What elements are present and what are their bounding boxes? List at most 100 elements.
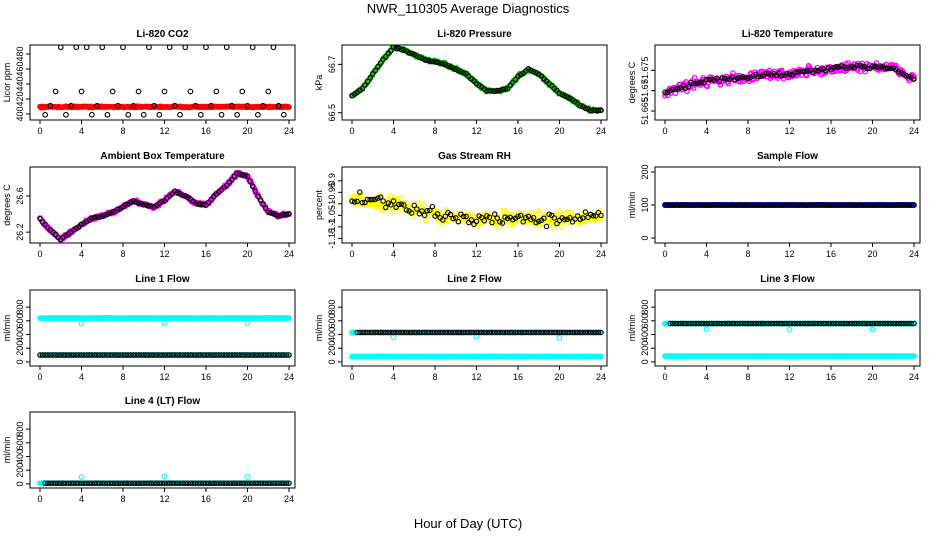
data-point (94, 480, 100, 486)
data-point (395, 45, 402, 51)
data-point (229, 352, 235, 358)
data-points (662, 320, 917, 360)
data-point (872, 63, 878, 70)
data-point (528, 329, 534, 336)
data-point (151, 480, 157, 486)
y-tick-label: 200 (15, 341, 25, 356)
data-point (195, 480, 201, 486)
data-point (174, 189, 181, 196)
data-point (838, 320, 845, 327)
data-point (489, 329, 495, 336)
data-point (893, 320, 899, 327)
data-point (390, 329, 397, 336)
data-point (411, 329, 417, 336)
data-point (590, 212, 596, 219)
data-point (278, 480, 284, 486)
data-point (554, 329, 560, 336)
data-point (50, 352, 56, 358)
data-point (403, 207, 410, 213)
data-point (695, 80, 702, 86)
x-tick-label: 8 (432, 372, 437, 382)
data-point (895, 202, 902, 208)
data-point (486, 329, 493, 336)
data-point (260, 102, 266, 109)
data-point (414, 206, 420, 212)
data-point (281, 352, 287, 358)
data-point (143, 352, 150, 358)
data-point (242, 352, 248, 358)
data-point (565, 209, 572, 216)
x-tick-label: 12 (784, 126, 794, 136)
data-point (156, 480, 163, 486)
data-point (484, 329, 490, 336)
data-point (104, 352, 111, 358)
data-point (86, 480, 93, 486)
data-point (830, 202, 837, 208)
data-point (510, 329, 516, 336)
data-point (133, 199, 139, 205)
data-point (753, 320, 759, 327)
y-tick-label: -1.15 (327, 228, 337, 249)
panel-title: Li-820 Temperature (742, 29, 834, 40)
x-tick-label: 4 (391, 249, 396, 259)
data-point (236, 480, 243, 486)
data-point (851, 202, 858, 208)
data-point (841, 320, 847, 327)
data-point (262, 352, 269, 358)
data-point (716, 320, 723, 327)
data-point (397, 195, 404, 201)
data-point (473, 218, 480, 225)
data-point (833, 202, 839, 208)
data-point (429, 329, 436, 336)
data-point (146, 480, 152, 486)
data-point (593, 107, 599, 114)
x-tick-label: 16 (201, 249, 211, 259)
x-tick-label: 8 (120, 372, 125, 382)
data-points (662, 202, 917, 209)
data-point (102, 480, 108, 486)
data-point (192, 102, 199, 109)
data-point (375, 63, 381, 70)
data-point (590, 329, 596, 336)
data-point (182, 45, 189, 51)
data-point (249, 480, 256, 486)
data-point (380, 198, 386, 204)
data-point (675, 85, 681, 92)
series-CO2-averages (42, 45, 287, 118)
data-point (882, 320, 889, 327)
data-point (734, 320, 741, 327)
data-point (442, 329, 449, 336)
data-point (732, 202, 738, 208)
data-point (758, 202, 764, 208)
data-point (382, 329, 389, 336)
data-point (561, 329, 568, 336)
x-tick-label: 4 (79, 494, 84, 504)
data-point (593, 213, 599, 219)
data-point (89, 215, 95, 221)
data-point (52, 88, 59, 95)
data-points (349, 189, 604, 230)
data-point (468, 217, 475, 223)
data-point (719, 75, 725, 81)
data-point (807, 320, 813, 327)
x-tick-label: 24 (596, 249, 606, 259)
data-point (675, 202, 681, 208)
x-tick-label: 24 (909, 126, 919, 136)
data-point (161, 473, 168, 480)
y-tick-label: 0 (327, 359, 337, 364)
data-point (89, 352, 95, 358)
data-point (716, 202, 723, 208)
data-points (37, 473, 292, 487)
data-point (724, 320, 730, 327)
x-tick-label: 0 (662, 372, 667, 382)
data-point (670, 202, 676, 208)
data-point (60, 480, 67, 486)
data-point (760, 202, 767, 208)
data-point (203, 480, 209, 486)
data-point (672, 202, 679, 208)
data-point (880, 202, 886, 208)
data-point (357, 329, 363, 336)
data-point (247, 480, 253, 486)
data-point (667, 202, 673, 208)
